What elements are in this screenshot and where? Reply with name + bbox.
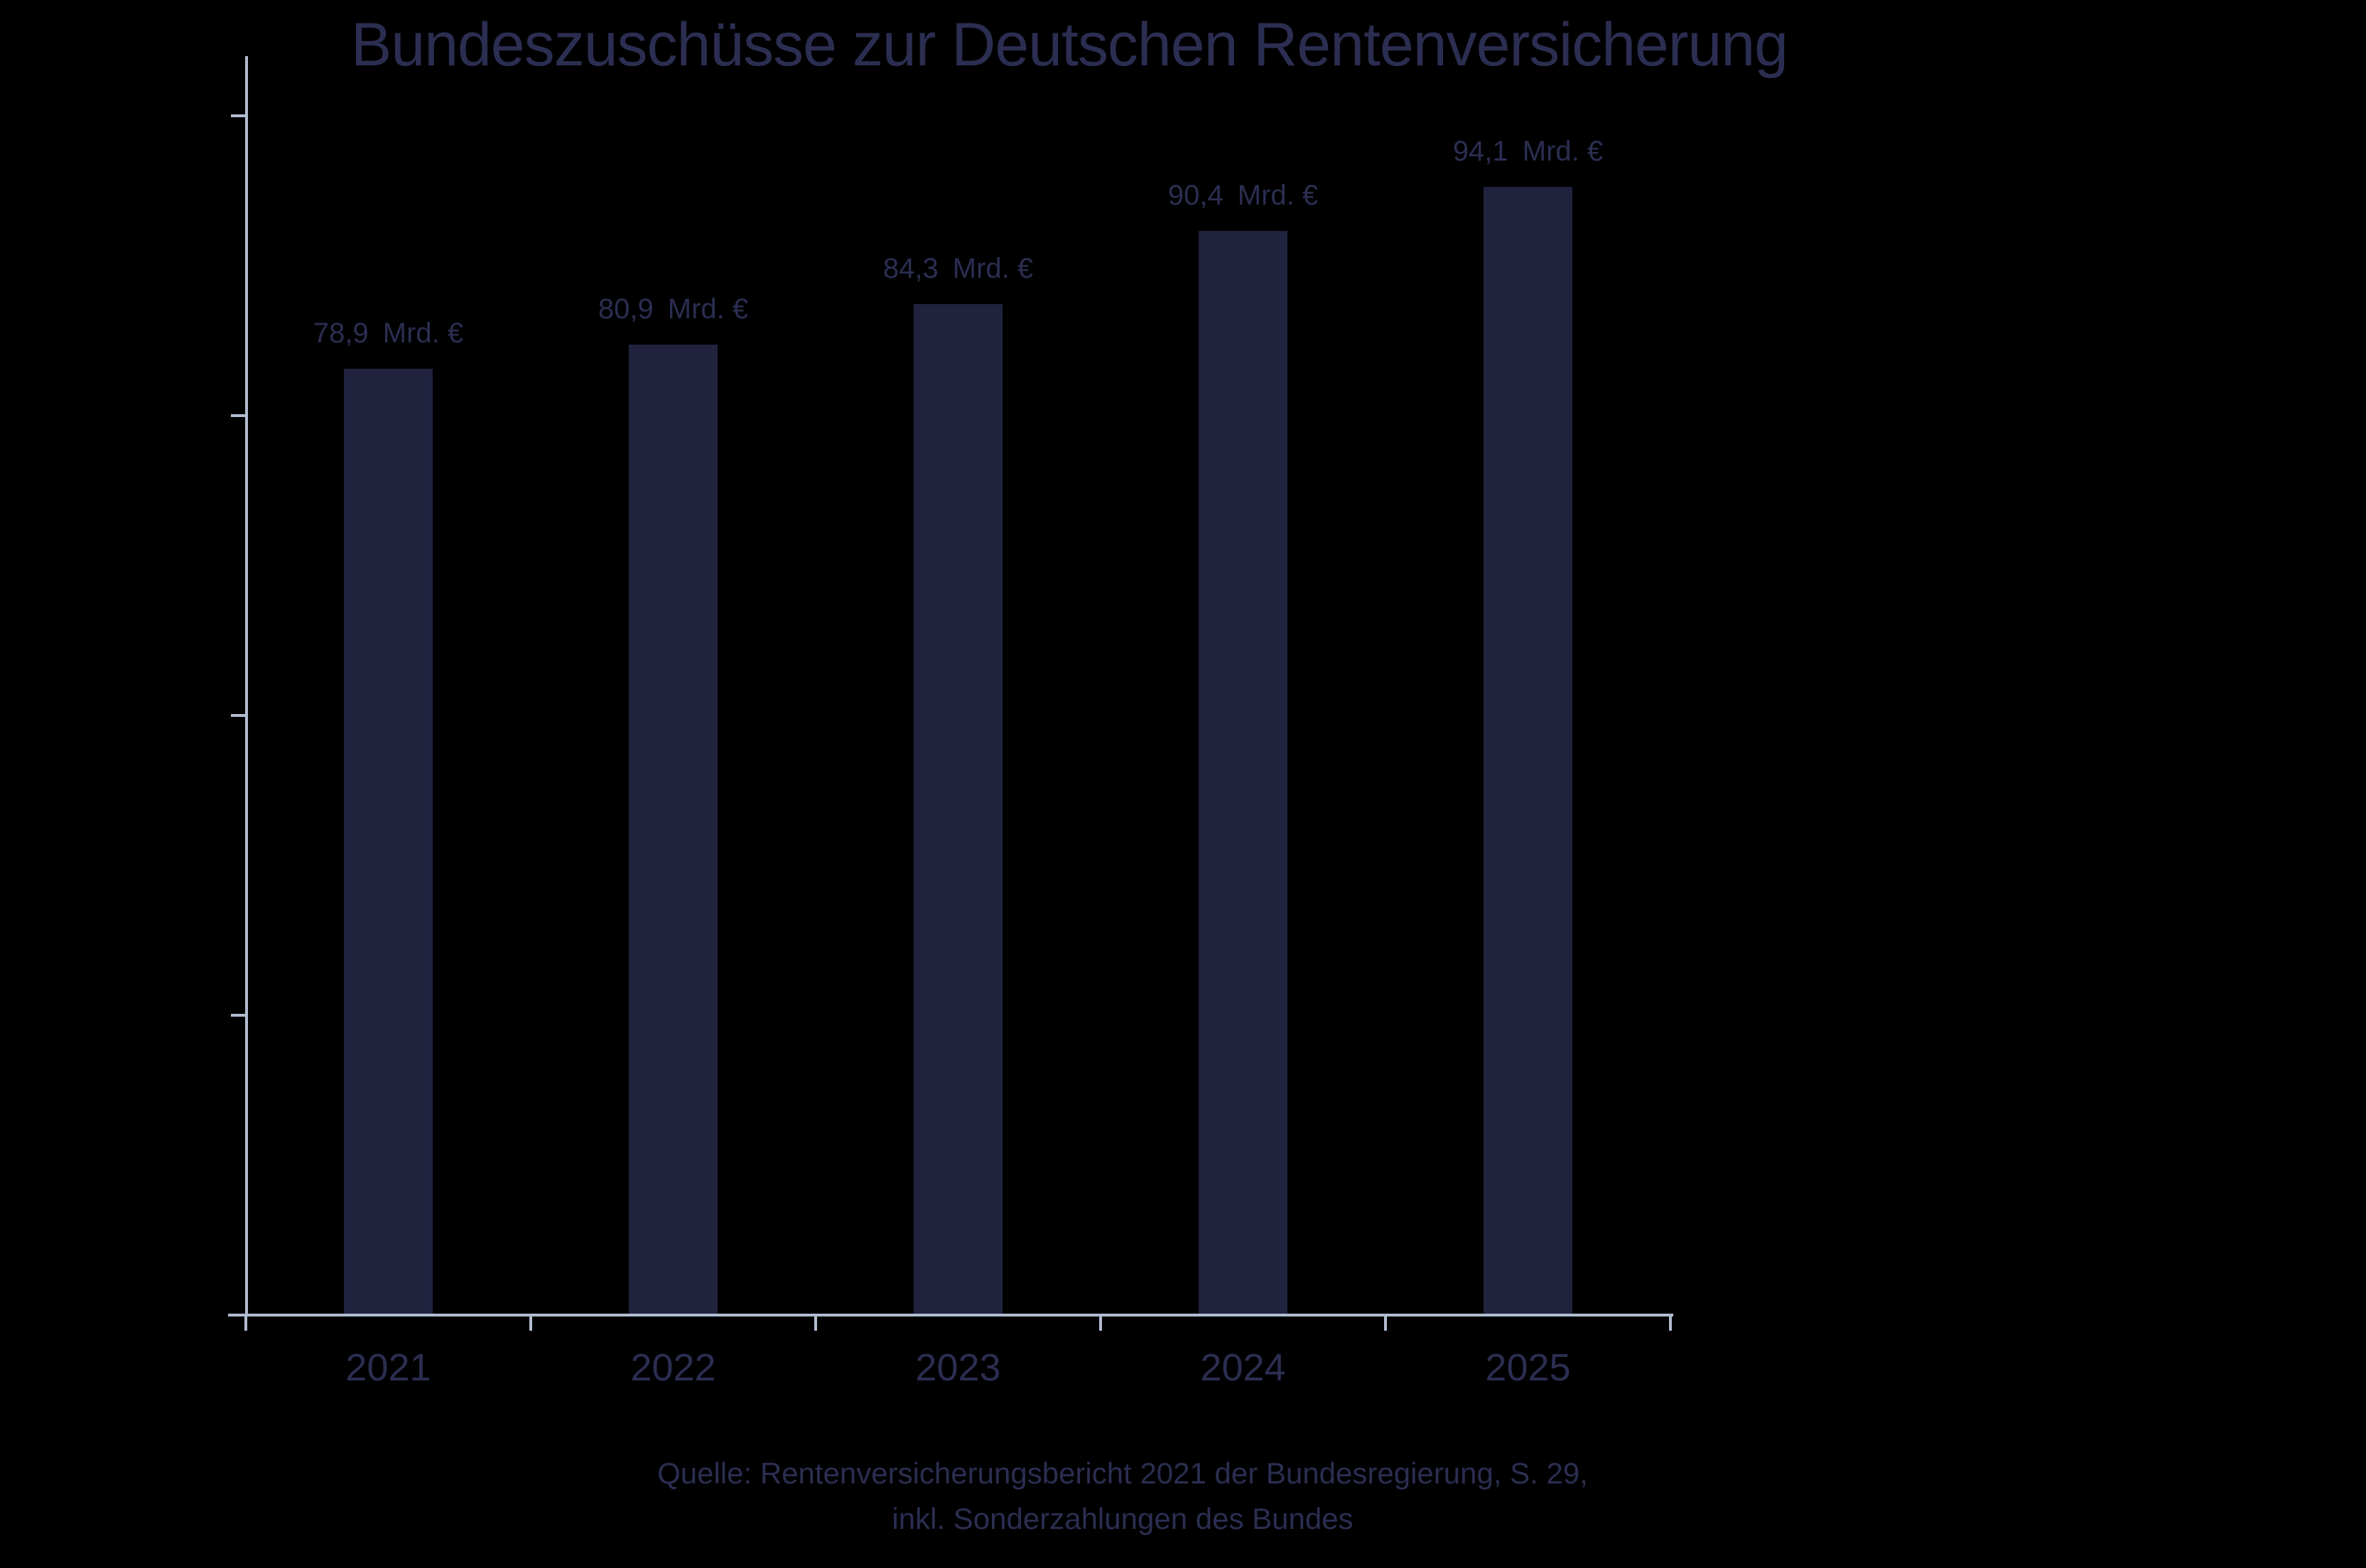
x-tick-5 xyxy=(1669,1314,1672,1331)
bar-value-number: 94,1 xyxy=(1452,136,1508,167)
x-axis-line xyxy=(228,1314,1673,1316)
bar-value-unit: Mrd. € xyxy=(1522,136,1604,167)
bar-2024 xyxy=(1199,231,1287,1314)
bar-2025 xyxy=(1484,187,1572,1314)
x-axis-label-2025: 2025 xyxy=(1485,1346,1571,1389)
bar-value-label-2025: 94,1 Mrd. € xyxy=(1344,134,1713,168)
y-tick-25 xyxy=(231,1014,246,1017)
source-line-2: inkl. Sonderzahlungen des Bundes xyxy=(892,1502,1354,1535)
x-axis-label-2023: 2023 xyxy=(915,1346,1001,1389)
x-tick-2 xyxy=(814,1314,817,1331)
bar-value-label-2022: 80,9 Mrd. € xyxy=(489,292,858,326)
x-tick-0 xyxy=(244,1314,247,1331)
bar-2021 xyxy=(344,369,433,1314)
x-axis-label-2021: 2021 xyxy=(345,1346,431,1389)
bar-value-number: 90,4 xyxy=(1167,180,1223,211)
bar-2023 xyxy=(914,304,1003,1314)
bar-value-number: 78,9 xyxy=(313,318,369,349)
x-tick-1 xyxy=(529,1314,532,1331)
x-tick-3 xyxy=(1099,1314,1102,1331)
bar-value-unit: Mrd. € xyxy=(667,293,749,325)
bar-value-label-2024: 90,4 Mrd. € xyxy=(1059,178,1428,212)
bar-value-unit: Mrd. € xyxy=(952,253,1034,284)
source-caption: Quelle: Rentenversicherungsbericht 2021 … xyxy=(0,1451,2245,1542)
y-tick-100 xyxy=(231,114,246,117)
bar-value-label-2023: 84,3 Mrd. € xyxy=(774,252,1143,286)
bar-value-number: 84,3 xyxy=(882,253,939,284)
source-line-1: Quelle: Rentenversicherungsbericht 2021 … xyxy=(657,1456,1588,1490)
bar-value-number: 80,9 xyxy=(598,293,654,325)
x-axis-label-2024: 2024 xyxy=(1200,1346,1286,1389)
bar-2022 xyxy=(629,345,718,1314)
chart-title: Bundeszuschüsse zur Deutschen Rentenvers… xyxy=(351,11,1788,79)
bar-value-unit: Mrd. € xyxy=(382,318,464,349)
y-axis-line xyxy=(245,56,248,1315)
bar-value-unit: Mrd. € xyxy=(1237,180,1319,211)
y-tick-50 xyxy=(231,714,246,717)
x-tick-4 xyxy=(1384,1314,1387,1331)
y-tick-75 xyxy=(231,414,246,417)
x-axis-label-2022: 2022 xyxy=(630,1346,716,1389)
bar-value-label-2021: 78,9 Mrd. € xyxy=(204,316,573,350)
